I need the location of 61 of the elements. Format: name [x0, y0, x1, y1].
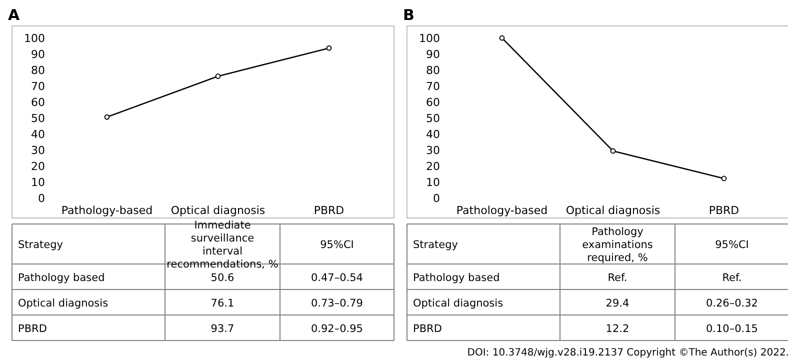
- y-tick-label: 0: [433, 192, 440, 205]
- text: 29.4: [606, 297, 630, 310]
- text: Strategy: [413, 239, 458, 251]
- chart-title: B: [403, 6, 414, 24]
- text: Pathology examinations required, %: [582, 226, 653, 264]
- y-tick-label: 70: [31, 80, 45, 93]
- text: Immediate surveillance interval recommendations, %: [166, 220, 278, 270]
- text: Pathology based: [18, 272, 105, 284]
- point: [215, 74, 221, 79]
- y-tick-label: 30: [31, 144, 45, 157]
- y-tick-label: 20: [31, 160, 45, 173]
- x-tick-label: Pathology-based: [61, 204, 153, 217]
- y-tick-label: 80: [31, 64, 45, 77]
- chart-title: A: [8, 6, 20, 24]
- point: [499, 35, 505, 41]
- x-tick-label: Pathology-based: [456, 204, 548, 217]
- text: Optical diagnosis: [18, 297, 108, 310]
- text: 95%CI: [320, 239, 354, 251]
- point: [326, 45, 332, 51]
- text: 93.7: [210, 322, 234, 335]
- text: Pathology based: [413, 272, 500, 284]
- text: Ref.: [608, 272, 628, 284]
- text: Ref.: [722, 272, 742, 284]
- y-tick-label: 70: [426, 80, 440, 93]
- text: 0.73–0.79: [310, 297, 364, 310]
- text: DOI: 10.3748/wjg.v28.i19.2137 Copyright ©The Author(s) 2022.: [467, 348, 789, 358]
- y-tick-label: 10: [31, 176, 45, 189]
- y-tick-label: 40: [31, 128, 45, 141]
- y-tick-label: 50: [426, 112, 440, 125]
- text: Optical diagnosis: [413, 297, 504, 310]
- x-tick-label: PBRD: [314, 204, 344, 217]
- point: [104, 114, 110, 120]
- y-tick-label: 90: [426, 48, 440, 61]
- y-tick-label: 30: [426, 144, 440, 157]
- y-tick-label: 20: [426, 160, 440, 173]
- text: Strategy: [18, 239, 63, 251]
- text: 0.92–0.95: [310, 322, 364, 335]
- text: PBRD: [413, 322, 442, 335]
- text: 76.1: [210, 297, 234, 310]
- y-tick-label: 100: [419, 32, 440, 45]
- y-tick-label: 80: [426, 64, 440, 77]
- text: 95%CI: [715, 239, 749, 251]
- y-tick-label: 90: [31, 48, 45, 61]
- y-tick-label: 10: [426, 176, 440, 189]
- text: 12.2: [606, 322, 630, 335]
- x-tick-label: Optical diagnosis: [566, 204, 660, 217]
- y-tick-label: 40: [426, 128, 440, 141]
- text: 0.47–0.54: [310, 272, 364, 284]
- point: [610, 148, 616, 154]
- x-tick-label: PBRD: [708, 204, 740, 217]
- y-tick-label: 100: [24, 32, 45, 45]
- y-tick-label: 50: [31, 112, 45, 125]
- point: [721, 176, 727, 182]
- y-tick-label: 0: [38, 192, 45, 205]
- text: 50.6: [210, 272, 234, 284]
- text: 0.26–0.32: [706, 297, 758, 310]
- text: PBRD: [18, 322, 47, 335]
- y-tick-label: 60: [31, 96, 45, 109]
- x-tick-label: Optical diagnosis: [170, 204, 266, 217]
- y-tick-label: 60: [426, 96, 440, 109]
- text: 0.10–0.15: [706, 322, 758, 335]
